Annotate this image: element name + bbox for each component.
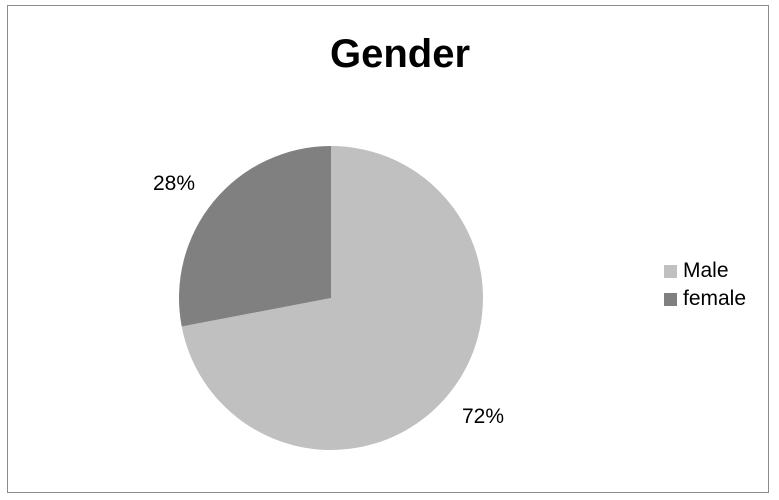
- pie-slice-female: [179, 146, 331, 326]
- legend: Male female: [664, 257, 746, 313]
- legend-swatch-male: [664, 265, 677, 278]
- data-label-male: 72%: [462, 405, 504, 429]
- legend-swatch-female: [664, 293, 677, 306]
- legend-item-male: Male: [664, 257, 746, 285]
- legend-item-female: female: [664, 285, 746, 313]
- legend-label-male: Male: [683, 259, 729, 283]
- legend-label-female: female: [683, 287, 746, 311]
- data-label-female: 28%: [153, 172, 195, 196]
